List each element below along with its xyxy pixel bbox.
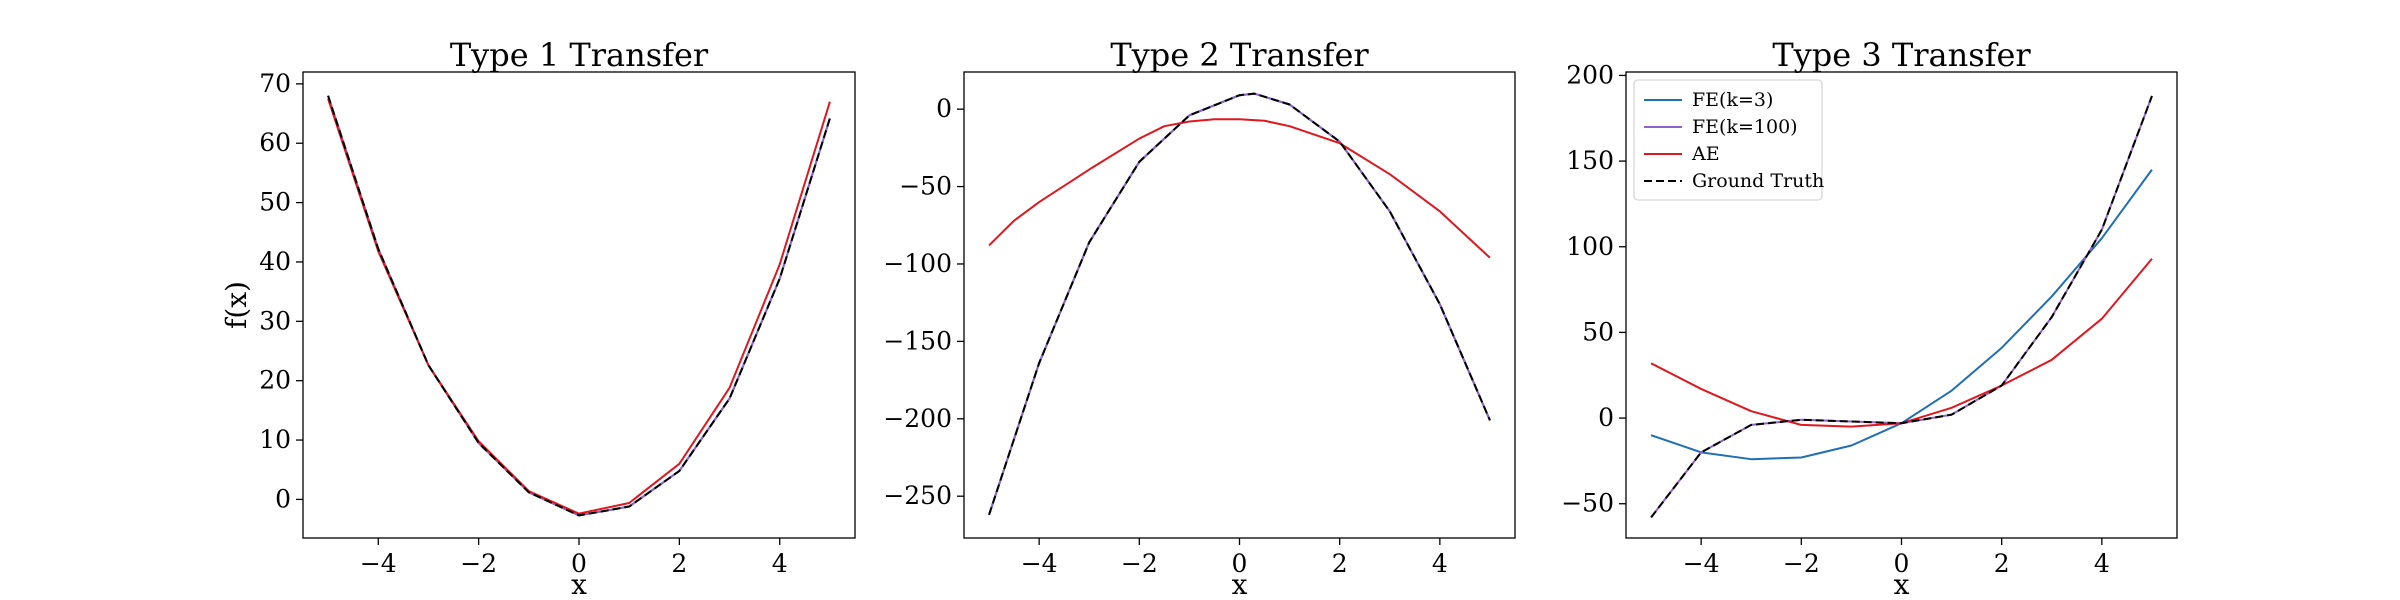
chart-title: Type 1 Transfer	[450, 36, 709, 74]
y-tick-label: 70	[259, 69, 291, 98]
x-tick-label: 0	[1894, 549, 1910, 578]
x-axis-label: x	[571, 568, 587, 600]
x-tick-label: 4	[772, 549, 788, 578]
legend-box	[1633, 79, 1823, 201]
series-group	[1650, 95, 2153, 519]
y-tick-label: −50	[1561, 489, 1614, 518]
x-tick-label: −2	[460, 549, 497, 578]
y-tick-label: 150	[1566, 146, 1614, 175]
legend-label-truth: Ground Truth	[1692, 170, 1824, 192]
x-tick-label: −4	[360, 549, 397, 578]
legend-label-fe_k100: FE(k=100)	[1692, 116, 1798, 138]
y-tick-label: 0	[1598, 403, 1614, 432]
series-line-truth	[1650, 95, 2153, 519]
y-tick-label: −150	[883, 326, 952, 355]
series-line-ae	[1650, 258, 2153, 428]
y-tick-label: 200	[1566, 60, 1614, 89]
x-tick-label: −2	[1783, 549, 1820, 578]
legend-label-fe_k3: FE(k=3)	[1692, 89, 1773, 111]
y-tick-label: 0	[936, 94, 952, 123]
y-tick-label: −100	[883, 249, 952, 278]
y-tick-label: 40	[259, 247, 291, 276]
plot-frame	[302, 71, 856, 539]
y-axis-label: f(x)	[220, 281, 253, 329]
x-axis-label: x	[1232, 568, 1248, 600]
series-line-truth	[988, 92, 1491, 516]
x-axis-label: x	[1894, 568, 1910, 600]
y-tick-label: 10	[259, 425, 291, 454]
x-tick-label: 2	[671, 549, 687, 578]
legend-label-ae: AE	[1691, 143, 1720, 165]
chart-panel-3: −4 −2 0 2 4 −50 0 50 100 150 200 Type 3 Transfer x FE…	[1561, 36, 2178, 600]
series-line-fe_k3	[1650, 169, 2153, 461]
y-tick-label: −250	[883, 481, 952, 510]
plot-frame	[963, 71, 1516, 539]
x-tick-label: −4	[1683, 549, 1720, 578]
x-tick-label: −4	[1021, 549, 1058, 578]
x-tick-label: 2	[1332, 549, 1348, 578]
chart-title: Type 2 Transfer	[1110, 36, 1369, 74]
x-tick-label: 4	[1432, 549, 1448, 578]
series-line-ae	[988, 118, 1491, 259]
series-group	[988, 92, 1491, 516]
y-tick-label: −50	[899, 172, 952, 201]
y-tick-label: 100	[1566, 232, 1614, 261]
y-tick-label: 60	[259, 128, 291, 157]
legend: FE(k=3) FE(k=100) AE Ground Truth	[1633, 79, 1824, 201]
x-tick-label: −2	[1121, 549, 1158, 578]
y-tick-label: 20	[259, 366, 291, 395]
y-tick-label: 50	[1582, 317, 1614, 346]
x-tick-label: 0	[1232, 549, 1248, 578]
y-tick-label: −200	[883, 404, 952, 433]
x-tick-label: 0	[571, 549, 587, 578]
series-line-truth	[327, 95, 831, 517]
x-tick-label: 4	[2094, 549, 2110, 578]
y-tick-label: 50	[259, 188, 291, 217]
y-tick-label: 0	[275, 484, 291, 513]
chart-title: Type 3 Transfer	[1772, 36, 2031, 74]
x-tick-label: 2	[1994, 549, 2010, 578]
chart-panel-2: −4 −2 0 2 4 0 −50 −100 −150 −200 −250 Type 2 Transf…	[883, 36, 1516, 600]
series-group	[327, 95, 831, 517]
y-tick-label: 30	[259, 306, 291, 335]
